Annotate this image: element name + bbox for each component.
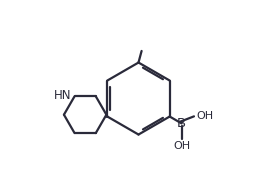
Text: B: B — [177, 117, 186, 130]
Text: HN: HN — [54, 89, 71, 102]
Text: OH: OH — [173, 141, 190, 151]
Text: OH: OH — [197, 111, 214, 121]
